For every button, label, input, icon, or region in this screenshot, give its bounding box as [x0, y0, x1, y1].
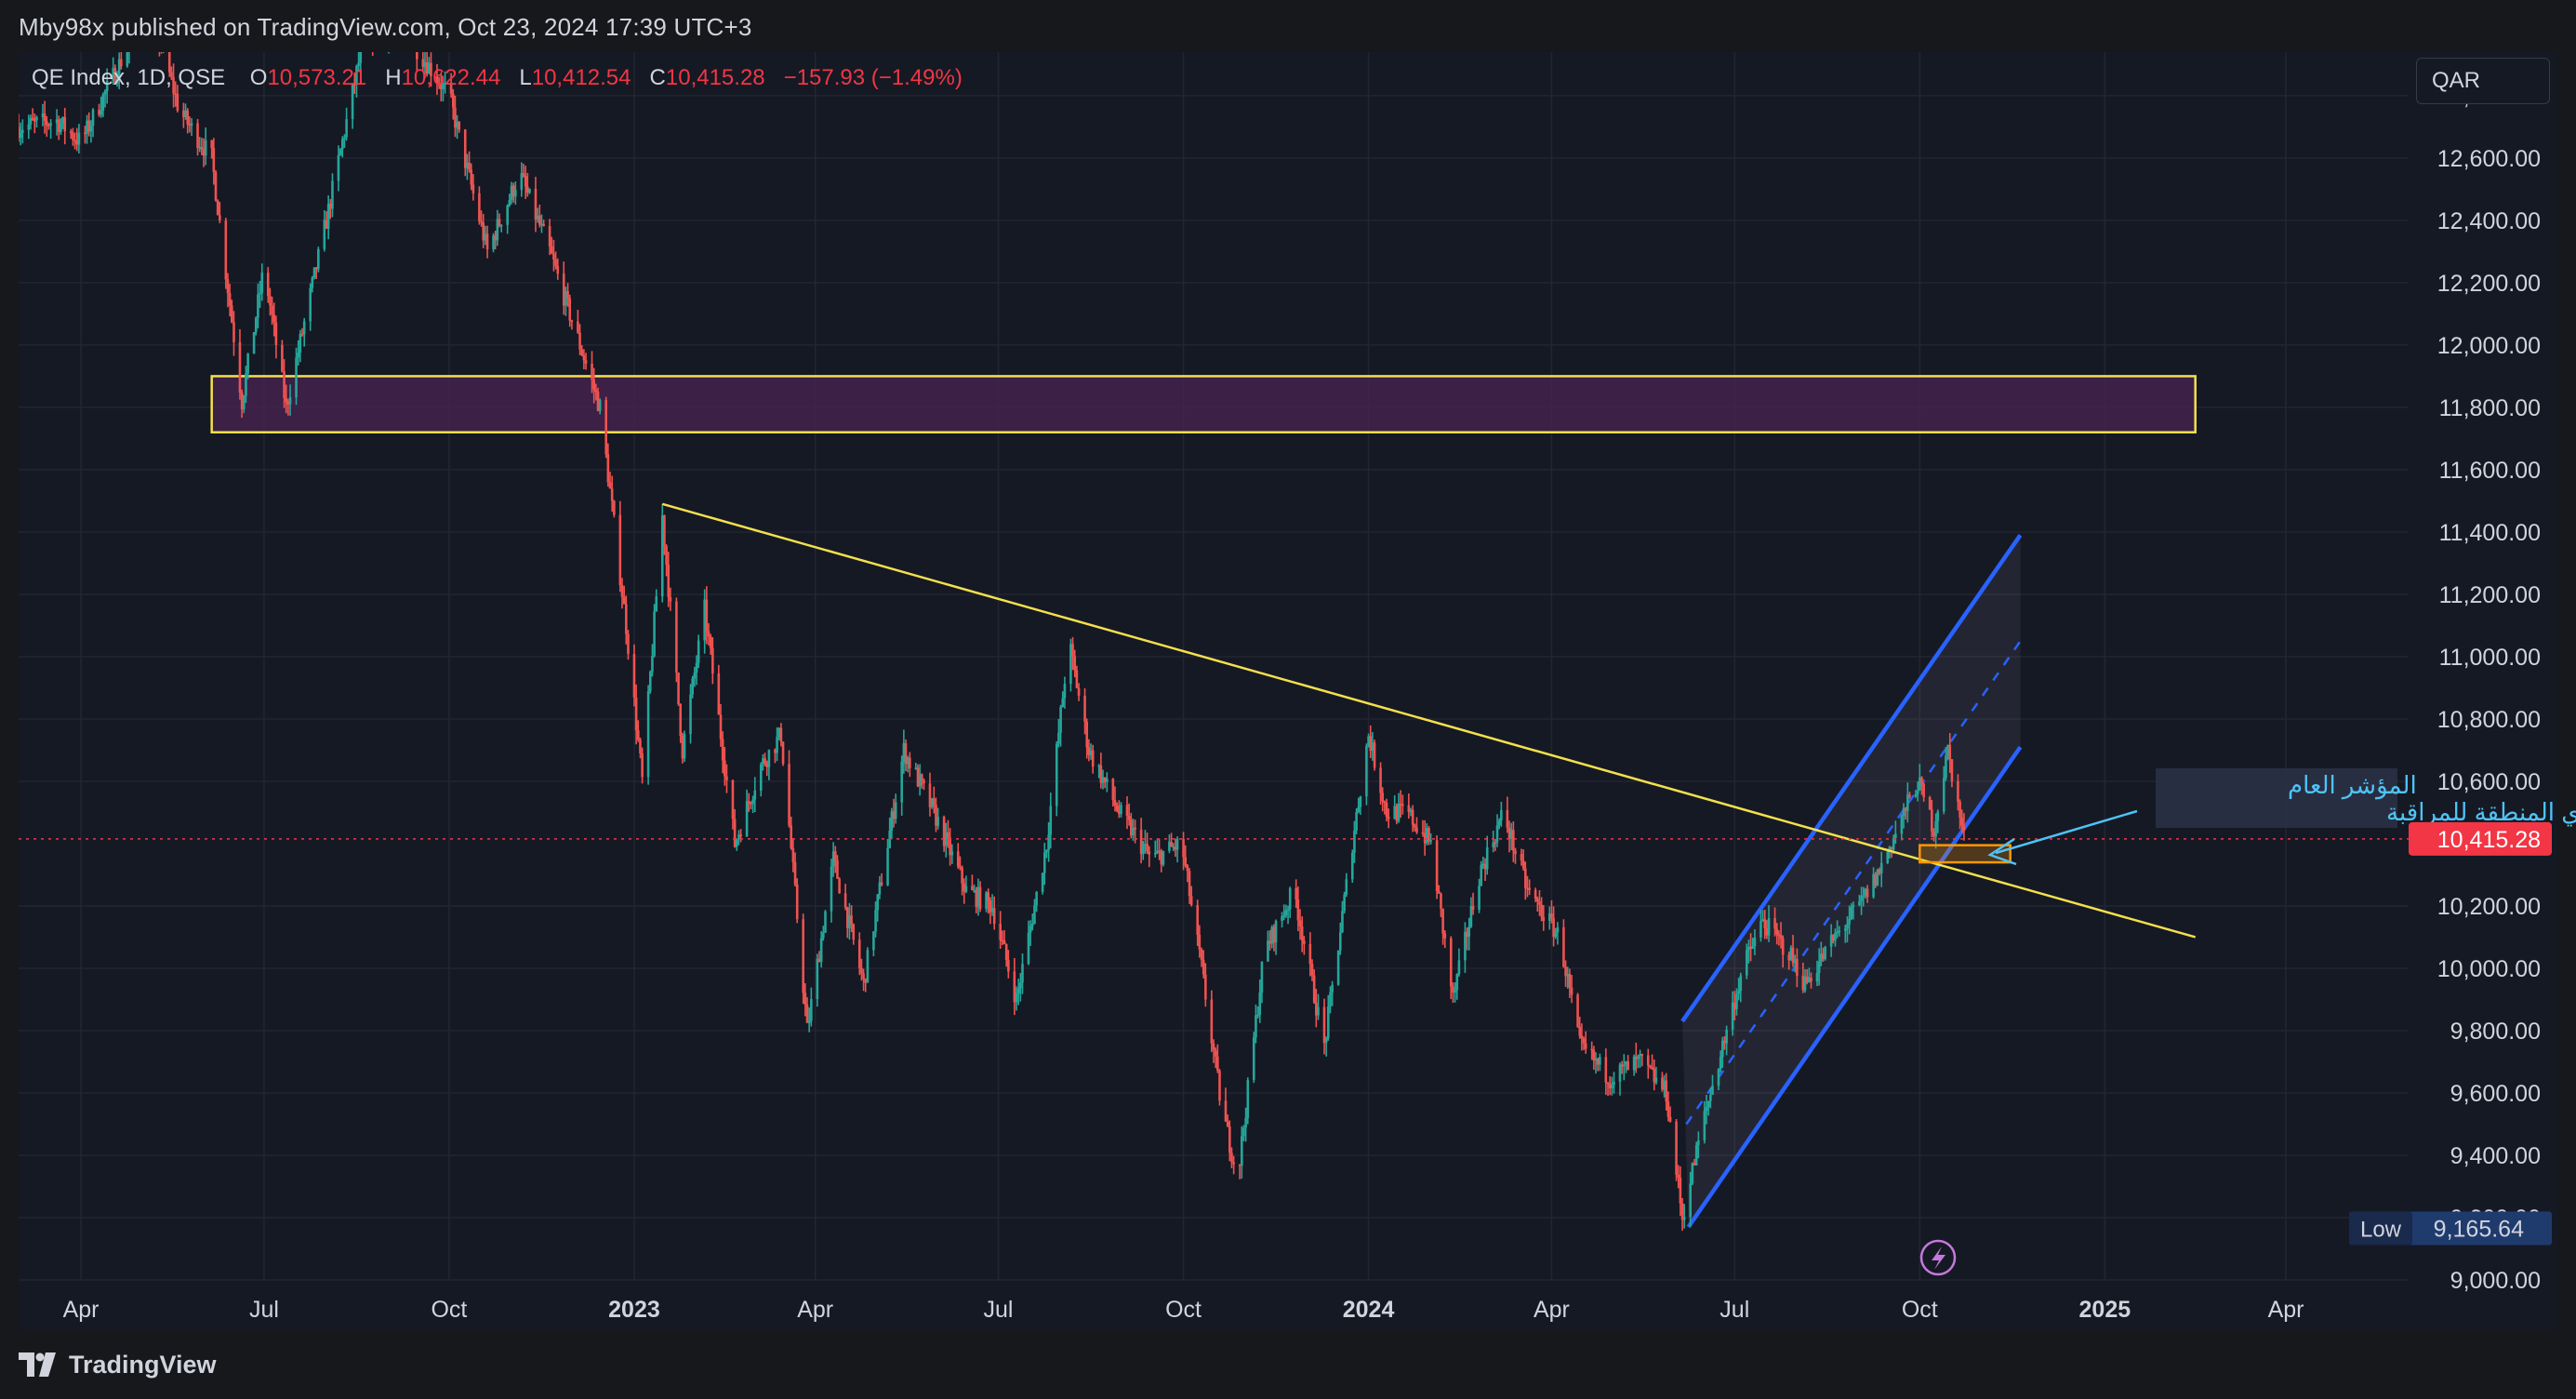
- low-label: L: [519, 65, 532, 90]
- open-value: 10,573.21: [267, 65, 367, 90]
- high-label: H: [385, 65, 402, 90]
- currency-button[interactable]: QAR: [2416, 58, 2550, 104]
- low-value: 10,412.54: [531, 65, 631, 90]
- top-bar: Mby98x published on TradingView.com, Oct…: [0, 0, 2576, 52]
- change-value: −157.93 (−1.49%): [783, 65, 963, 90]
- tradingview-logo[interactable]: TradingView: [19, 1349, 217, 1380]
- tradingview-brand: TradingView: [69, 1350, 217, 1379]
- publish-info: Mby98x published on TradingView.com, Oct…: [19, 13, 752, 41]
- open-label: O: [249, 65, 268, 90]
- close-value: 10,415.28: [665, 65, 765, 90]
- high-value: 10,622.44: [401, 65, 501, 90]
- footer: [0, 1330, 2576, 1399]
- tradingview-logo-icon: [19, 1352, 56, 1377]
- close-label: C: [649, 65, 666, 90]
- symbol-label[interactable]: QE Index, 1D, QSE: [32, 65, 226, 90]
- ohlc-legend: QE Index, 1D, QSE O10,573.21 H10,622.44 …: [32, 65, 963, 91]
- chart-area[interactable]: [19, 52, 2557, 1330]
